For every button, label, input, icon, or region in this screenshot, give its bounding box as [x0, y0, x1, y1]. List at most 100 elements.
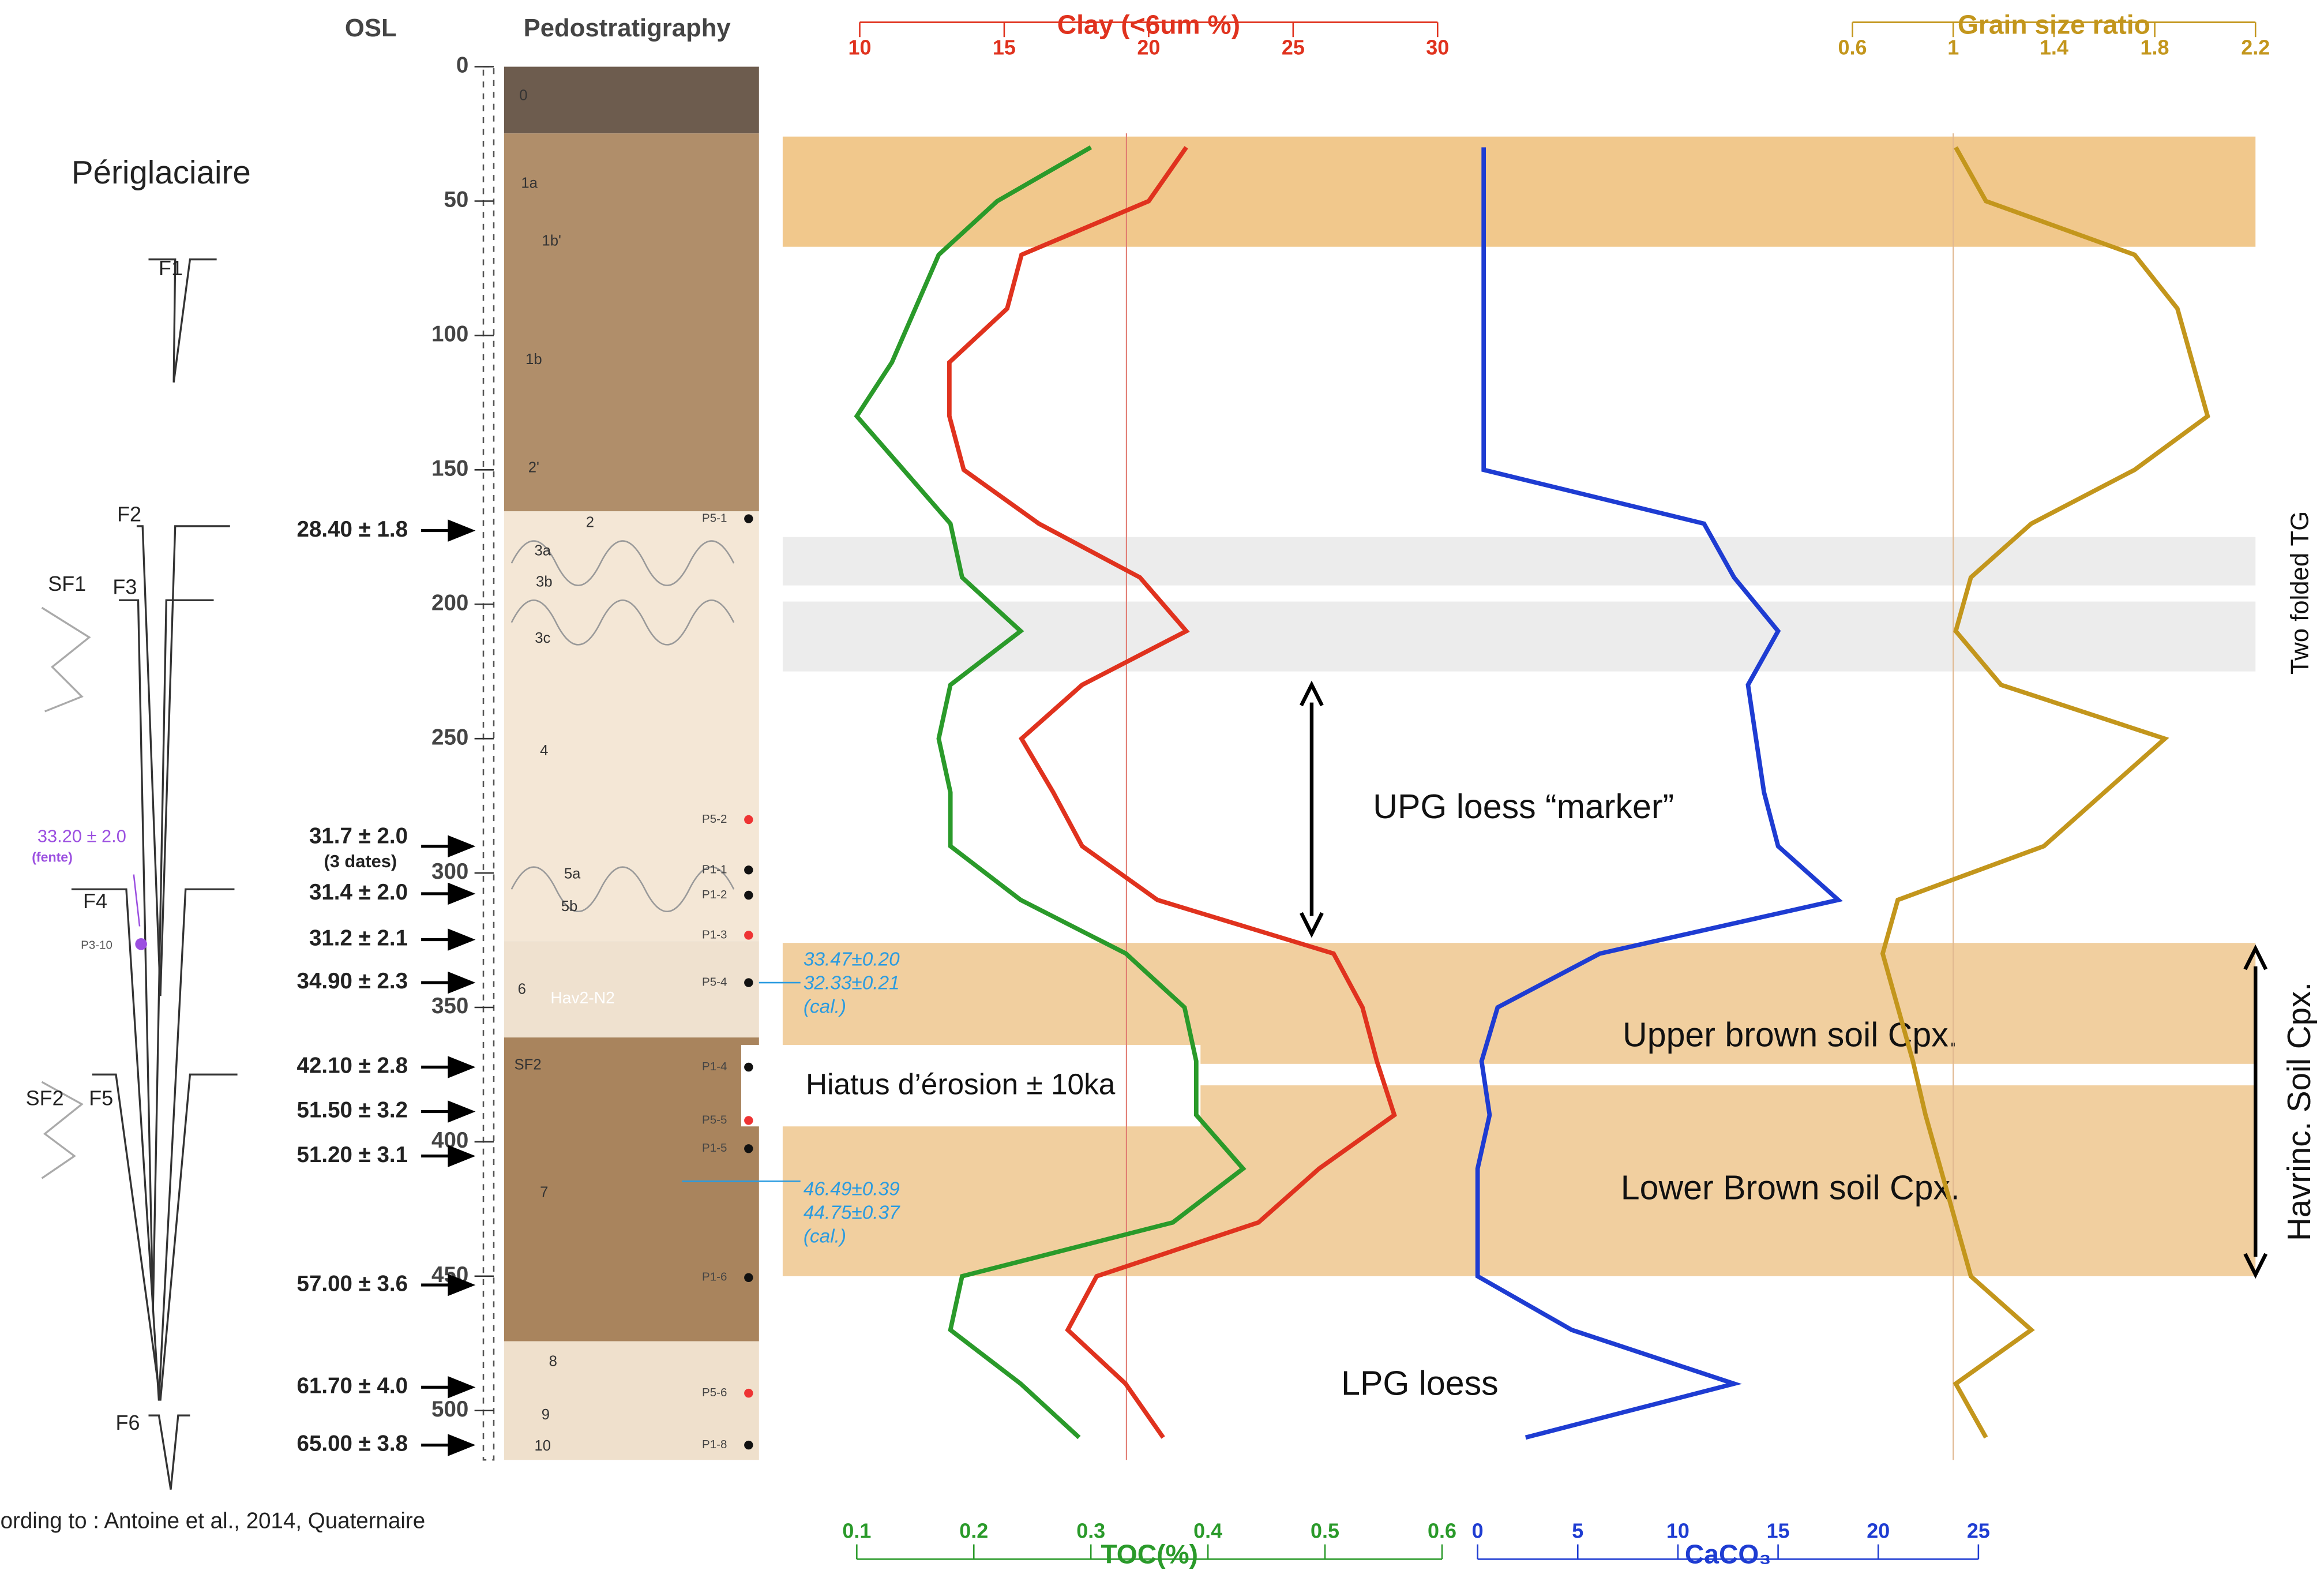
osl-date: 61.70 ± 4.0 [297, 1374, 408, 1399]
horizon-label: 6 [518, 981, 526, 998]
osl-heading: OSL [345, 14, 397, 42]
sample-dot [744, 514, 753, 523]
horizon-label: 10 [534, 1438, 551, 1454]
upg-label: UPG loess “marker” [1373, 788, 1674, 826]
x-tick-label: 25 [1967, 1519, 1990, 1543]
y-tick-label: 200 [431, 590, 468, 615]
osl-date: 31.2 ± 2.1 [309, 926, 408, 951]
osl-date: 51.50 ± 3.2 [297, 1098, 408, 1123]
sample-label: P1-3 [702, 928, 727, 941]
osl-date: 57.00 ± 3.6 [297, 1271, 408, 1296]
osl-date: 42.10 ± 2.8 [297, 1054, 408, 1078]
sample-label: P5-5 [702, 1113, 727, 1126]
y-tick-label: 150 [431, 456, 468, 481]
radiocarbon: 32.33±0.21 [804, 972, 900, 994]
horizon-label: 5a [564, 865, 581, 882]
sample-label: P1-8 [702, 1438, 727, 1451]
radiocarbon: 33.47±0.20 [804, 949, 900, 970]
purple-dot [135, 938, 147, 950]
pedo-heading: Pedostratigraphy [524, 14, 731, 42]
layer [504, 133, 759, 511]
horizon-label: 1b [525, 351, 542, 368]
figure: OSL Pedostratigraphy Périglaciaire ordin… [0, 0, 2324, 1574]
sample-dot [744, 978, 753, 987]
sample-label: P1-2 [702, 888, 727, 901]
series-name: TOC(%) [1101, 1539, 1198, 1569]
y-tick-label: 350 [431, 994, 468, 1018]
osl-note: (3 dates) [324, 851, 397, 871]
horizon-label: 3b [536, 574, 553, 590]
layer [504, 67, 759, 134]
series-name: CaCO₃ [1685, 1539, 1771, 1569]
wedge-label: SF2 [26, 1086, 64, 1110]
sample-label: P5-6 [702, 1386, 727, 1399]
osl-arrow [421, 885, 471, 903]
osl-date: 31.4 ± 2.0 [309, 880, 408, 905]
horizon-label: 1b' [542, 233, 561, 249]
horizon-label: 2 [586, 515, 594, 531]
wedge-label: F6 [116, 1411, 140, 1434]
horizon-label: 7 [540, 1185, 548, 1201]
horizon-label: 3a [534, 542, 551, 559]
osl-arrow [421, 1436, 471, 1454]
sample-label: P1-6 [702, 1271, 727, 1284]
sample-label: P1-4 [702, 1060, 727, 1073]
sample-dot [744, 1116, 753, 1125]
wedges [42, 260, 238, 1490]
series-name: Grain size ratio [1958, 9, 2150, 39]
y-tick-label: 100 [431, 322, 468, 347]
x-tick-label: 0.6 [1428, 1519, 1456, 1543]
sample-label: P1-5 [702, 1141, 727, 1155]
x-tick-label: 0.1 [842, 1519, 871, 1543]
osl-arrow [421, 522, 471, 539]
lpg-label: LPG loess [1341, 1364, 1499, 1402]
sample-label: P5-1 [702, 511, 727, 524]
lower-label: Lower Brown soil Cpx. [1621, 1168, 1960, 1206]
periglaciaire: Périglaciaire [72, 154, 251, 190]
x-tick-label: 0.5 [1311, 1519, 1339, 1543]
purple-arrow [134, 875, 140, 927]
horizon-label: 3c [535, 630, 550, 646]
sample-dot [744, 1389, 753, 1397]
wedge-label: SF1 [48, 572, 86, 595]
wedge-label: F2 [117, 502, 141, 526]
horizon-label: 1a [521, 175, 538, 191]
sample-dot [744, 931, 753, 939]
sample-label: P1-1 [702, 863, 727, 876]
horizon-label: 8 [549, 1353, 557, 1369]
osl-date: 51.20 ± 3.1 [297, 1142, 408, 1167]
osl-date: 31.7 ± 2.0 [309, 824, 408, 849]
shaded-interval [783, 137, 2255, 247]
radiocarbon: (cal.) [804, 1226, 846, 1247]
sample-dot [744, 1441, 753, 1449]
horizon-label: SF2 [515, 1057, 542, 1073]
osl-arrow [421, 1103, 471, 1120]
osl-arrow [421, 1058, 471, 1076]
sample-label: P3-10 [81, 938, 112, 951]
osl-arrow [421, 974, 471, 992]
artefact-label: Hav2-N2 [550, 988, 614, 1007]
sample-dot [744, 891, 753, 900]
x-tick-label: 0 [1472, 1519, 1484, 1543]
sample-dot [744, 1144, 753, 1153]
osl-date: 34.90 ± 2.3 [297, 969, 408, 994]
x-tick-label: 0.6 [1838, 35, 1867, 59]
sample-dot [744, 865, 753, 874]
y-tick-label: 500 [431, 1397, 468, 1422]
wedge-label: F4 [83, 889, 107, 913]
series-name: Clay (<6um %) [1057, 9, 1240, 39]
wedge-label: F5 [89, 1086, 113, 1110]
wedge-label: F3 [112, 575, 137, 598]
purple-note: (fente) [32, 849, 73, 864]
sample-label: P5-4 [702, 975, 727, 988]
osl-arrow [421, 931, 471, 949]
horizon-label: 5b [561, 898, 578, 915]
sample-dot [744, 1273, 753, 1282]
osl-date: 65.00 ± 3.8 [297, 1431, 408, 1456]
horizon-label: 4 [540, 743, 548, 759]
radiocarbon: 44.75±0.37 [804, 1202, 900, 1224]
horizon-label: 9 [542, 1407, 550, 1423]
x-tick-label: 0.2 [959, 1519, 988, 1543]
layer [504, 941, 759, 1037]
y-tick-label: 300 [431, 859, 468, 884]
